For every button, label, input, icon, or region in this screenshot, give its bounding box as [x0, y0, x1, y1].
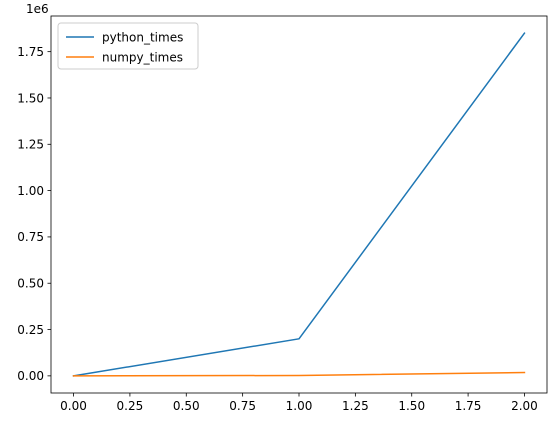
series-line-numpy-times [72, 371, 526, 377]
x-tick-label: 0.75 [229, 399, 256, 413]
x-tick-label: 0.25 [117, 399, 144, 413]
x-tick-label: 0.00 [60, 399, 87, 413]
y-tick-label: 1.00 [17, 184, 44, 198]
y-tick-label: 0.25 [17, 323, 44, 337]
x-tick-label: 2.00 [511, 399, 538, 413]
series-layer [72, 32, 526, 377]
plot-area [51, 16, 547, 393]
y-tick-label: 1.50 [17, 91, 44, 105]
x-tick-label: 1.25 [342, 399, 369, 413]
y-tick-label: 0.50 [17, 277, 44, 291]
x-tick-label: 1.00 [286, 399, 313, 413]
y-tick-label: 0.00 [17, 369, 44, 383]
y-tick-label: 1.25 [17, 138, 44, 152]
legend: python_times numpy_times [57, 22, 199, 70]
x-tick-label: 0.50 [173, 399, 200, 413]
x-tick-label: 1.50 [398, 399, 425, 413]
y-axis-offset-label: 1e6 [26, 2, 49, 16]
y-tick-label: 0.75 [17, 230, 44, 244]
legend-label-python-times: python_times [102, 30, 183, 44]
series-line-python-times [72, 32, 526, 377]
x-tick-label: 1.75 [455, 399, 482, 413]
legend-label-numpy-times: numpy_times [102, 50, 183, 64]
y-tick-label: 1.75 [17, 45, 44, 59]
axes-layer: 0.00 0.25 0.50 0.75 1.00 1.25 1.50 1.75 2.00 0.00… [17, 15, 548, 413]
